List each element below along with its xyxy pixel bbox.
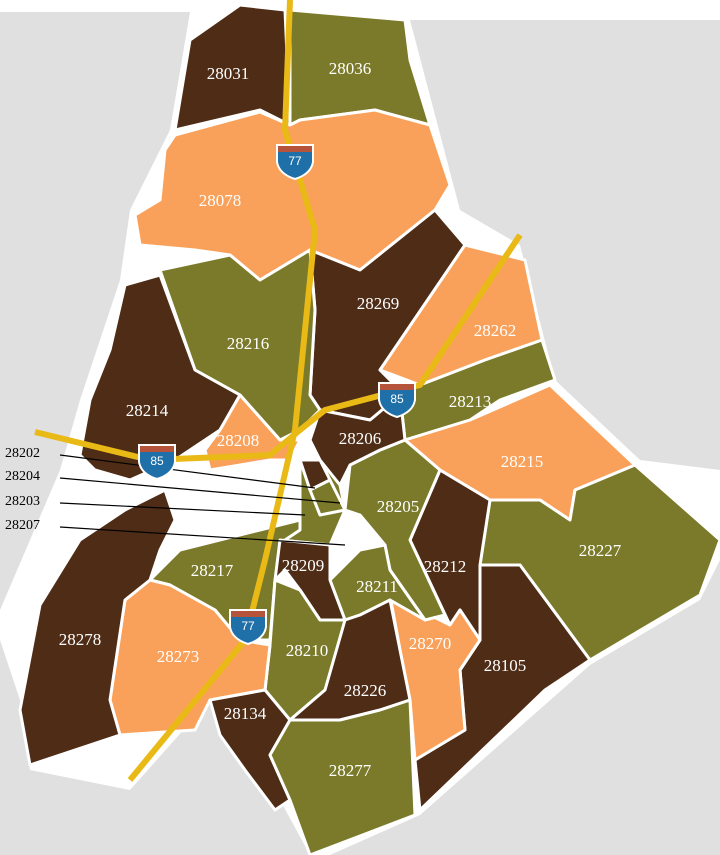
callout-line <box>59 502 306 516</box>
shield <box>276 144 314 181</box>
zip-label: 28134 <box>224 704 267 723</box>
zip-label: 28270 <box>409 634 452 653</box>
callout-label: 28202 <box>5 446 40 461</box>
zip-label: 28217 <box>191 561 234 580</box>
surrounding-area <box>330 560 720 855</box>
surrounding-area <box>410 20 720 470</box>
callout-label: 28203 <box>5 494 40 509</box>
shield-label: 85 <box>390 392 404 406</box>
surrounding-area <box>0 12 190 610</box>
zip-label: 28105 <box>484 656 527 675</box>
zip-label: 28211 <box>356 577 398 596</box>
shield-top <box>380 384 414 390</box>
zip-label: 28277 <box>329 761 372 780</box>
region <box>173 3 292 132</box>
zip-label: 28208 <box>217 431 260 450</box>
region <box>133 108 452 282</box>
zip-label: 28273 <box>157 647 200 666</box>
zip-label: 28278 <box>59 630 102 649</box>
zip-label: 28269 <box>357 294 400 313</box>
region <box>18 488 177 767</box>
shield <box>378 382 416 419</box>
zip-label: 28216 <box>227 334 270 353</box>
zip-label: 28031 <box>207 64 250 83</box>
shield-label: 77 <box>241 619 255 633</box>
zip-label: 28214 <box>126 401 169 420</box>
zip-label: 28215 <box>501 452 544 471</box>
callout-line <box>59 477 341 504</box>
shield-top <box>231 611 265 617</box>
zip-label: 28226 <box>344 681 387 700</box>
region <box>268 698 417 855</box>
shield-label: 85 <box>150 454 164 468</box>
zip-label: 28078 <box>199 191 242 210</box>
shield-top <box>140 446 174 452</box>
zip-label: 28206 <box>339 429 382 448</box>
zip-label: 28262 <box>474 321 517 340</box>
shield <box>138 444 176 481</box>
surrounding-area <box>0 640 310 855</box>
zip-label: 28212 <box>424 557 467 576</box>
zip-label: 28213 <box>449 392 492 411</box>
shield-top <box>278 146 312 152</box>
callout-line <box>59 526 346 546</box>
zip-label: 28036 <box>329 59 372 78</box>
callout-line <box>59 454 316 489</box>
shield-label: 77 <box>288 154 302 168</box>
zip-label: 28209 <box>282 556 325 575</box>
callout-label: 28207 <box>5 518 40 533</box>
zip-label: 28205 <box>377 497 420 516</box>
callout-label: 28204 <box>5 469 40 484</box>
zip-label: 28227 <box>579 541 622 560</box>
zip-label: 28210 <box>286 641 329 660</box>
shield <box>229 609 267 646</box>
